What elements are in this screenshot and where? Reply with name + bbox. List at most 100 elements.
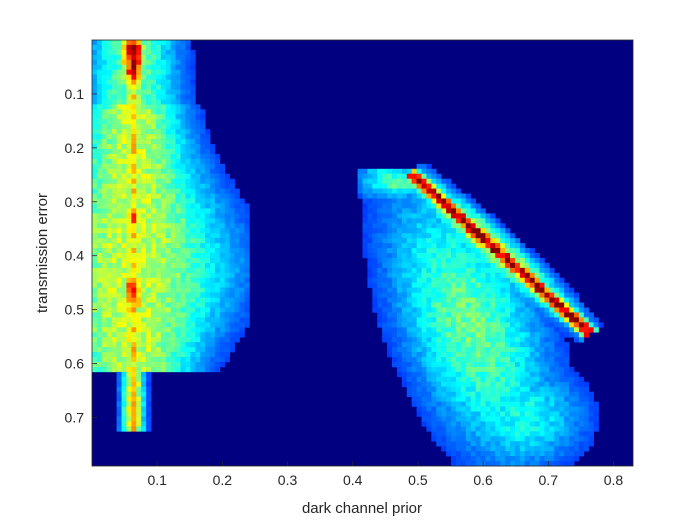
heatmap-cell	[436, 238, 442, 244]
heatmap-cell	[529, 421, 535, 427]
heatmap-cell	[510, 238, 516, 244]
heatmap-cell	[411, 352, 417, 358]
heatmap-cell	[195, 114, 201, 120]
heatmap-cell	[455, 253, 462, 259]
heatmap-cell	[234, 257, 240, 264]
heatmap-cell	[455, 203, 462, 209]
heatmap-cell	[131, 347, 137, 353]
heatmap-cell	[190, 223, 196, 229]
heatmap-cell	[367, 233, 373, 239]
heatmap-cell	[146, 104, 152, 110]
heatmap-cell	[460, 203, 467, 209]
heatmap-cell	[377, 228, 383, 234]
heatmap-cell	[106, 297, 112, 303]
heatmap-cell	[165, 59, 171, 66]
heatmap-cell	[451, 253, 457, 259]
heatmap-cell	[165, 64, 171, 71]
heatmap-cell	[451, 431, 457, 437]
heatmap-cell	[578, 376, 585, 383]
heatmap-cell	[136, 322, 142, 328]
heatmap-cell	[583, 431, 590, 437]
heatmap-cell	[401, 361, 408, 368]
heatmap-cell	[185, 277, 191, 284]
heatmap-cell	[500, 272, 506, 279]
heatmap-cell	[111, 327, 117, 333]
heatmap-cell	[490, 426, 496, 432]
heatmap-cell	[131, 253, 137, 259]
heatmap-cell	[578, 431, 585, 437]
heatmap-cell	[180, 153, 186, 160]
heatmap-cell	[396, 361, 403, 368]
heatmap-cell	[583, 307, 590, 313]
heatmap-cell	[92, 243, 98, 249]
heatmap-cell	[229, 248, 235, 254]
heatmap-cell	[401, 168, 408, 175]
heatmap-cell	[470, 272, 476, 279]
heatmap-cell	[185, 342, 191, 348]
heatmap-cell	[431, 357, 437, 363]
heatmap-cell	[475, 366, 481, 373]
heatmap-cell	[549, 267, 555, 274]
heatmap-cell	[460, 223, 467, 229]
heatmap-cell	[367, 188, 373, 194]
heatmap-cell	[426, 218, 432, 224]
heatmap-cell	[131, 79, 137, 85]
heatmap-cell	[146, 327, 152, 333]
heatmap-cell	[436, 386, 442, 392]
heatmap-cell	[121, 421, 127, 427]
heatmap-cell	[160, 188, 167, 194]
heatmap-cell	[406, 361, 412, 368]
heatmap-cell	[175, 208, 181, 214]
heatmap-cell	[126, 248, 132, 254]
heatmap-cell	[480, 411, 486, 417]
heatmap-cell	[446, 361, 452, 368]
heatmap-cell	[564, 322, 570, 328]
heatmap-cell	[500, 233, 506, 239]
heatmap-cell	[460, 277, 467, 284]
heatmap-cell	[480, 213, 486, 219]
heatmap-cell	[539, 451, 545, 457]
heatmap-cell	[510, 322, 516, 328]
heatmap-cell	[431, 277, 437, 284]
heatmap-cell	[101, 277, 108, 284]
heatmap-cell	[470, 282, 476, 288]
heatmap-cell	[111, 183, 117, 189]
heatmap-cell	[367, 262, 373, 269]
heatmap-cell	[92, 109, 98, 115]
heatmap-cell	[583, 421, 590, 427]
heatmap-cell	[180, 267, 186, 274]
heatmap-cell	[165, 44, 171, 51]
heatmap-cell	[465, 352, 471, 358]
heatmap-cell	[564, 376, 570, 383]
heatmap-cell	[96, 124, 103, 130]
heatmap-cell	[569, 307, 575, 313]
heatmap-cell	[141, 148, 147, 155]
heatmap-cell	[131, 426, 137, 432]
heatmap-cell	[160, 54, 167, 61]
heatmap-cell	[165, 287, 171, 293]
heatmap-cell	[505, 287, 511, 293]
heatmap-cell	[185, 44, 191, 51]
heatmap-cell	[411, 292, 417, 298]
heatmap-cell	[505, 401, 511, 407]
heatmap-cell	[510, 391, 516, 397]
heatmap-cell	[529, 347, 535, 353]
heatmap-cell	[146, 213, 152, 219]
heatmap-cell	[406, 193, 412, 199]
heatmap-cell	[416, 287, 422, 293]
heatmap-cell	[392, 352, 398, 358]
heatmap-cell	[170, 342, 176, 348]
heatmap-cell	[549, 337, 555, 343]
heatmap-cell	[362, 218, 368, 224]
heatmap-cell	[131, 272, 137, 279]
heatmap-cell	[239, 262, 245, 269]
heatmap-cell	[426, 267, 432, 274]
heatmap-cell	[446, 342, 452, 348]
heatmap-cell	[141, 347, 147, 353]
heatmap-cell	[431, 233, 437, 239]
heatmap-cell	[372, 193, 378, 199]
heatmap-cell	[141, 277, 147, 284]
heatmap-cell	[446, 277, 452, 284]
heatmap-cell	[451, 248, 457, 254]
heatmap-cell	[146, 69, 152, 75]
